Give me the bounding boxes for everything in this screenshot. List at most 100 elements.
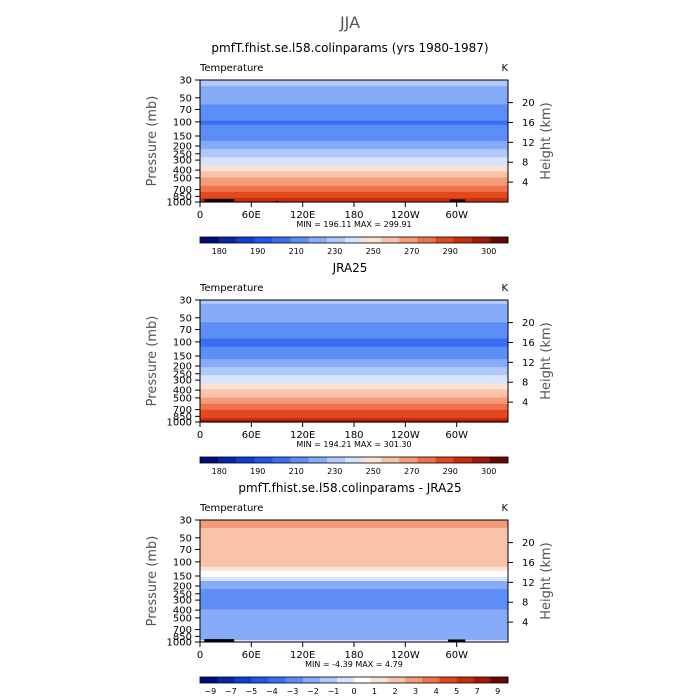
colorbar-swatch bbox=[285, 677, 304, 683]
height-tick-label: 4 bbox=[522, 398, 528, 409]
colorbar-label: 3 bbox=[413, 687, 418, 696]
y-tick-label: 400 bbox=[173, 166, 192, 177]
colorbar-label: 190 bbox=[250, 247, 265, 256]
field-band bbox=[200, 633, 508, 637]
field-band bbox=[200, 617, 508, 621]
field-band bbox=[200, 574, 508, 578]
field-band bbox=[200, 189, 508, 193]
field-band bbox=[200, 110, 508, 114]
field-band bbox=[200, 605, 508, 609]
colorbar-label: 230 bbox=[327, 467, 342, 476]
field-band bbox=[200, 197, 508, 201]
y-axis-title: Pressure (mb) bbox=[145, 536, 160, 627]
field-band bbox=[200, 191, 508, 195]
colorbar-label: 210 bbox=[289, 467, 304, 476]
field-band bbox=[200, 363, 508, 366]
colorbar-swatch bbox=[388, 677, 406, 683]
field-band bbox=[200, 318, 508, 321]
field-band bbox=[200, 147, 508, 150]
colorbar-label: 5 bbox=[454, 687, 459, 696]
colorbar-swatch bbox=[272, 237, 292, 243]
y-tick-label: 50 bbox=[179, 93, 192, 104]
field-band bbox=[200, 391, 508, 395]
field-band bbox=[200, 193, 508, 197]
field-band bbox=[200, 397, 508, 401]
field-band bbox=[200, 395, 508, 399]
x-tick-label: 60E bbox=[242, 650, 261, 661]
colorbar-label: 0 bbox=[351, 687, 356, 696]
height-tick-label: 8 bbox=[522, 598, 528, 609]
field-band bbox=[200, 607, 508, 611]
field-band bbox=[200, 312, 508, 315]
field-band bbox=[200, 153, 508, 156]
y-tick-label: 300 bbox=[173, 596, 192, 607]
field-band bbox=[200, 387, 508, 391]
colorbar-label: −4 bbox=[266, 687, 278, 696]
field-band bbox=[200, 304, 508, 307]
field-band bbox=[200, 159, 508, 162]
field-band bbox=[200, 157, 508, 160]
field-band bbox=[200, 381, 508, 384]
x-tick-label: 60W bbox=[445, 650, 468, 661]
y-tick-label: 300 bbox=[173, 156, 192, 167]
field-band bbox=[200, 550, 508, 554]
colorbar-label: 2 bbox=[393, 687, 398, 696]
field-band bbox=[200, 310, 508, 313]
field-band bbox=[200, 161, 508, 164]
colorbar-label: 7 bbox=[475, 687, 480, 696]
field-band bbox=[200, 403, 508, 407]
colorbar-swatch bbox=[326, 457, 346, 463]
colorbar-swatch bbox=[405, 677, 423, 683]
field-band bbox=[200, 185, 508, 189]
y-tick-label: 400 bbox=[173, 606, 192, 617]
field-band bbox=[200, 116, 508, 120]
colorbar-swatch bbox=[344, 457, 364, 463]
field-band bbox=[200, 342, 508, 346]
field-band bbox=[200, 320, 508, 323]
colorbar-label: 300 bbox=[481, 247, 496, 256]
colorbar-label: 270 bbox=[404, 247, 419, 256]
field-band bbox=[200, 581, 508, 584]
x-tick-label: 0 bbox=[197, 430, 203, 441]
min-max-stats: MIN = 194.21 MAX = 301.30 bbox=[296, 440, 411, 449]
field-band bbox=[200, 132, 508, 136]
field-band bbox=[200, 330, 508, 334]
field-band bbox=[200, 599, 508, 602]
colorbar-swatch bbox=[354, 677, 372, 683]
field-band bbox=[200, 419, 508, 423]
field-band bbox=[200, 587, 508, 590]
field-band bbox=[200, 328, 508, 332]
field-band bbox=[200, 98, 508, 101]
field-band bbox=[200, 373, 508, 376]
x-tick-label: 120W bbox=[391, 210, 420, 221]
figure-title: JJA bbox=[339, 13, 360, 32]
field-band bbox=[200, 544, 508, 548]
y-tick-label: 30 bbox=[179, 76, 192, 87]
field-band bbox=[200, 306, 508, 309]
field-band bbox=[200, 326, 508, 330]
colorbar-swatch bbox=[453, 237, 473, 243]
panel-title: pmfT.fhist.se.l58.colinparams (yrs 1980-… bbox=[211, 41, 488, 55]
y-tick-label: 500 bbox=[173, 613, 192, 624]
colorbar-swatch bbox=[200, 457, 219, 463]
colorbar-swatch bbox=[363, 457, 382, 463]
colorbar-label: −1 bbox=[328, 687, 340, 696]
colorbar-label: −9 bbox=[204, 687, 216, 696]
field-band bbox=[200, 625, 508, 629]
colorbar-swatch bbox=[399, 457, 418, 463]
field-band bbox=[200, 562, 508, 566]
x-tick-label: 60W bbox=[445, 210, 468, 221]
field-band bbox=[200, 314, 508, 317]
field-band bbox=[200, 104, 508, 108]
field-band bbox=[200, 611, 508, 615]
field-band bbox=[200, 627, 508, 631]
field-band bbox=[200, 546, 508, 550]
field-band bbox=[200, 522, 508, 525]
field-band bbox=[200, 338, 508, 342]
colorbar-swatch bbox=[371, 677, 389, 683]
height-tick-label: 20 bbox=[522, 318, 535, 329]
panel-1: pmfT.fhist.se.l58.colinparams (yrs 1980-… bbox=[145, 41, 554, 256]
topography-mask bbox=[204, 639, 235, 642]
colorbar-swatch bbox=[290, 457, 310, 463]
